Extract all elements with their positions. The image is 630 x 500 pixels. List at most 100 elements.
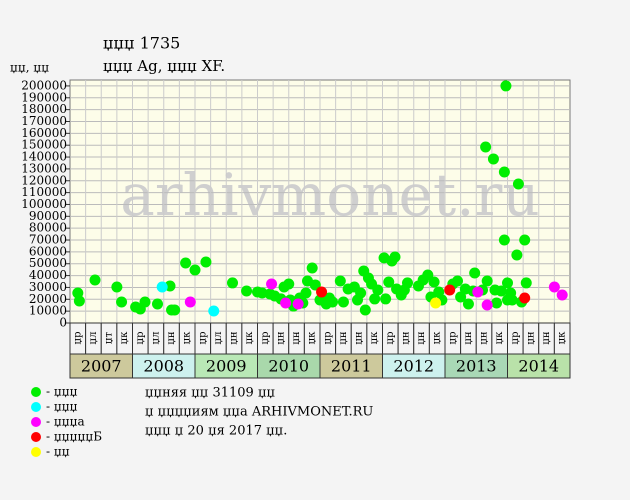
data-point xyxy=(369,293,381,305)
year-label: 2013 xyxy=(456,357,497,376)
data-point xyxy=(502,277,513,289)
data-point xyxy=(180,257,192,269)
column-label: џк xyxy=(432,331,443,345)
data-point xyxy=(519,234,531,246)
data-point xyxy=(139,296,151,308)
data-point xyxy=(498,166,510,178)
legend-label: - џџџа xyxy=(46,415,85,429)
column-label: џр xyxy=(260,332,271,345)
column-label: џр xyxy=(322,332,333,345)
data-point xyxy=(383,276,395,288)
y-tick-label: 120000 xyxy=(21,173,67,187)
data-point xyxy=(511,249,523,261)
year-label: 2014 xyxy=(518,357,559,376)
year-label: 2007 xyxy=(81,357,122,376)
year-band xyxy=(382,353,446,379)
y-tick-label: 80000 xyxy=(29,221,67,235)
data-point xyxy=(481,275,493,287)
column-label: џн xyxy=(416,331,427,345)
data-point xyxy=(500,80,512,92)
y-tick-label: 60000 xyxy=(29,244,67,258)
legend-marker xyxy=(31,432,41,442)
year-band xyxy=(132,353,196,379)
data-point xyxy=(455,291,467,303)
y-tick-label: 0 xyxy=(59,316,67,330)
data-point xyxy=(184,296,196,308)
data-point xyxy=(402,277,413,289)
y-tick-label: 90000 xyxy=(29,209,67,223)
column-label: џн xyxy=(463,331,474,345)
data-point xyxy=(520,277,532,289)
column-label: џк xyxy=(244,331,255,345)
data-point xyxy=(208,305,220,317)
year-label: 2011 xyxy=(331,357,372,376)
y-tick-label: 30000 xyxy=(29,280,67,294)
legend-marker xyxy=(31,402,41,412)
legend-label: - џџџџџБ xyxy=(46,430,102,444)
data-point xyxy=(152,298,163,310)
legend-label: - џџџ xyxy=(46,385,78,399)
data-point xyxy=(480,141,492,153)
data-point xyxy=(300,287,312,299)
column-label: џр xyxy=(135,332,146,345)
column-label: џн xyxy=(541,331,552,345)
watermark: arhivmonet.ru xyxy=(120,161,539,229)
column-label: џр xyxy=(72,332,83,345)
column-label: џк xyxy=(182,331,193,345)
year-band xyxy=(444,353,508,379)
year-label: 2008 xyxy=(143,357,184,376)
data-point xyxy=(428,276,440,288)
y-tick-label: 100000 xyxy=(21,197,67,211)
data-point xyxy=(519,292,531,304)
y-tick-label: 200000 xyxy=(21,78,67,92)
legend-marker xyxy=(31,417,41,427)
data-point xyxy=(462,298,474,310)
column-label: џт xyxy=(104,331,115,344)
data-point xyxy=(355,287,367,299)
data-point xyxy=(452,275,463,287)
y-tick-label: 130000 xyxy=(21,161,67,175)
legend-marker xyxy=(31,387,41,397)
data-point xyxy=(512,178,524,190)
data-point xyxy=(189,264,201,276)
column-label: џн xyxy=(525,331,536,345)
data-point xyxy=(506,294,518,306)
data-point xyxy=(111,281,123,293)
y-tick-label: 160000 xyxy=(21,126,67,140)
note: џџџ џ 20 џя 2017 џџ. xyxy=(145,424,287,439)
year-band xyxy=(257,353,321,379)
column-label: џн xyxy=(400,331,411,345)
column-label: џр xyxy=(510,332,521,345)
column-label: џн xyxy=(338,331,349,345)
data-point xyxy=(372,284,384,296)
column-label: џн xyxy=(275,331,286,345)
data-point xyxy=(337,296,349,308)
data-point xyxy=(283,278,295,290)
data-point xyxy=(327,296,338,308)
data-point xyxy=(472,286,484,298)
y-tick-label: 70000 xyxy=(29,233,67,247)
year-label: 2009 xyxy=(206,357,247,376)
column-label: џк xyxy=(494,331,505,345)
data-point xyxy=(169,304,181,316)
data-point xyxy=(156,281,168,293)
legend-marker xyxy=(31,447,41,457)
data-point xyxy=(422,269,434,281)
column-label: џк xyxy=(119,331,130,345)
year-label: 2012 xyxy=(393,357,434,376)
y-tick-label: 150000 xyxy=(21,138,67,152)
data-point xyxy=(548,281,560,293)
data-point xyxy=(556,289,568,301)
data-point xyxy=(292,298,304,310)
note: џџняя џџ 31109 џџ xyxy=(145,386,275,401)
data-point xyxy=(89,274,101,286)
column-label: џк xyxy=(369,331,380,345)
column-label: џн xyxy=(291,331,302,345)
y-tick-label: 20000 xyxy=(29,292,67,306)
data-point xyxy=(444,284,456,296)
column-label: џн xyxy=(166,331,177,345)
column-label: џк xyxy=(557,331,568,345)
y-axis-label: џџ, џџ xyxy=(10,61,49,75)
data-point xyxy=(241,285,253,297)
chart-title: џџџ 1735 xyxy=(103,34,180,53)
